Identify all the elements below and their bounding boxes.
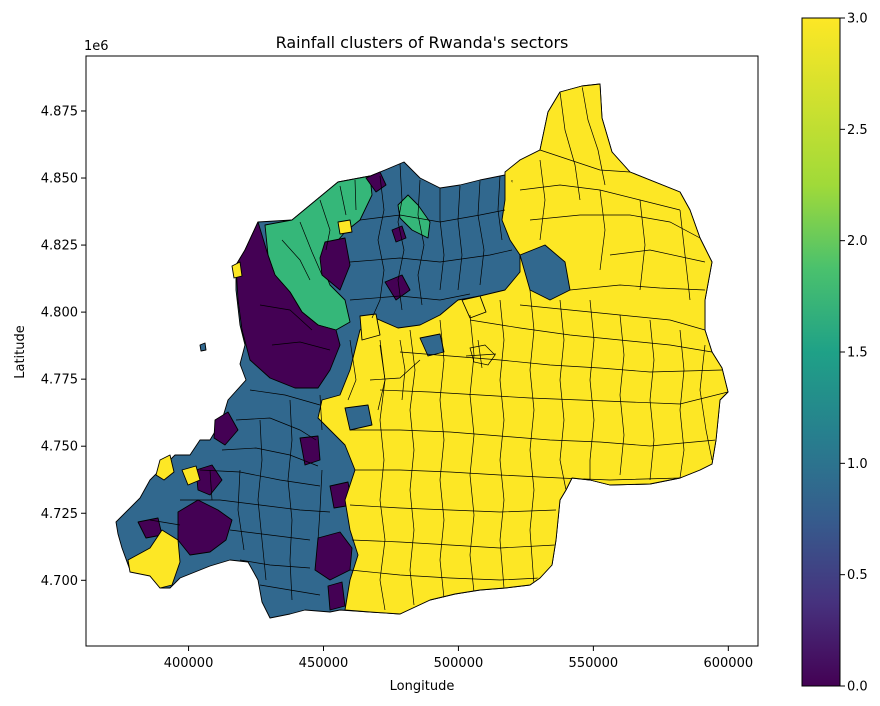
cluster-3-inclusion-b: [461, 295, 487, 319]
y-tick-label-2: 4.750: [41, 440, 78, 455]
cluster-0-sw-b: [195, 464, 223, 496]
x-tick-label-2: 500000: [434, 656, 484, 671]
cluster-0-center: [299, 435, 321, 466]
rwanda-sectors: [115, 83, 729, 619]
cluster-1-inclusion-c: [344, 404, 373, 431]
colorbar-tick-label-6: 3.0: [847, 12, 868, 27]
cluster-0-mid: [319, 237, 351, 291]
cluster-3-sw-b: [181, 465, 201, 486]
cluster-0-lake-shore: [213, 411, 239, 446]
cluster-1-inclusion-b: [419, 333, 445, 357]
y-tick-label-4: 4.800: [41, 306, 78, 321]
colorbar-axis: 0.0 0.5 1.0 1.5 2.0 2.5 3.0: [840, 12, 868, 695]
cluster-2-east: [397, 194, 431, 239]
colorbar-tick-label-0: 0.0: [847, 680, 868, 695]
cluster-0-west: [235, 221, 341, 389]
y-tick-label-5: 4.825: [41, 239, 78, 254]
x-tick-label-1: 450000: [299, 656, 349, 671]
cluster-3-west-a: [231, 261, 243, 279]
y-tick-label-7: 4.875: [41, 104, 78, 119]
x-tick-label-4: 600000: [703, 656, 753, 671]
x-tick-label-3: 550000: [569, 656, 619, 671]
cluster-0-spot-b: [391, 225, 407, 243]
sector-boundaries-west: [149, 163, 513, 601]
chart-title: Rainfall clusters of Rwanda's sectors: [276, 33, 569, 52]
cluster-3-inclusion-c: [337, 219, 353, 235]
cluster-0-sw-a: [177, 499, 233, 556]
x-axis: 400000 450000 500000 550000 600000: [164, 646, 753, 671]
y-offset-label: 1e6: [84, 39, 109, 54]
x-axis-label: Longitude: [390, 679, 455, 694]
island: [199, 342, 207, 352]
colorbar-tick-label-1: 0.5: [847, 568, 868, 583]
cluster-3-sw-c: [127, 529, 181, 589]
cluster-3-inclusion-a: [359, 313, 381, 341]
y-tick-label-3: 4.775: [41, 373, 78, 388]
x-tick-label-0: 400000: [164, 656, 214, 671]
colorbar-tick-label-4: 2.0: [847, 234, 868, 249]
y-tick-label-1: 4.725: [41, 507, 78, 522]
cluster-0-south-b: [327, 581, 346, 611]
colorbar-tick-label-5: 2.5: [847, 123, 868, 138]
colorbar: [801, 17, 841, 687]
cluster-3-sw-a: [155, 454, 175, 481]
colorbar-tick-label-2: 1.0: [847, 457, 868, 472]
cluster-0-spot-a: [384, 274, 411, 301]
y-tick-label-6: 4.850: [41, 172, 78, 187]
y-tick-label-0: 4.700: [41, 574, 78, 589]
y-axis-label: Latitude: [13, 325, 28, 379]
cluster-3-east: [317, 83, 729, 615]
colorbar-tick-label-3: 1.5: [847, 346, 868, 361]
y-axis: 4.700 4.725 4.750 4.775 4.800 4.825 4.850 4.875: [41, 104, 86, 589]
